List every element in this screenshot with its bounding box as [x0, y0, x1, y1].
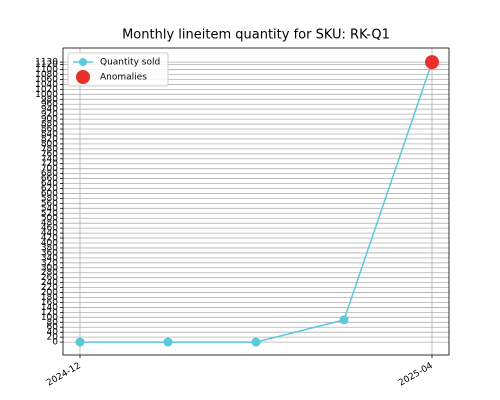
y-tick-label: 580 — [41, 194, 58, 204]
y-tick-label: 620 — [41, 184, 58, 194]
y-tick-label: 740 — [41, 154, 58, 164]
y-tick-label: 420 — [41, 234, 58, 244]
y-tick-label: 860 — [41, 125, 58, 135]
y-tick-label: 700 — [41, 164, 58, 174]
plot-frame — [62, 47, 450, 356]
y-tick-label: 1100 — [35, 65, 58, 75]
y-tick-label: 480 — [41, 219, 58, 229]
y-tick-label: 1020 — [35, 85, 58, 95]
y-tick-label: 240 — [41, 278, 58, 288]
y-tick-label: 1040 — [35, 80, 58, 90]
x-tick-label: 2025-04 — [397, 361, 435, 389]
y-tick-label: 1060 — [35, 75, 58, 85]
legend-marker — [76, 70, 90, 84]
legend-marker — [79, 58, 87, 66]
y-tick-label: 840 — [41, 129, 58, 139]
y-tick-label: 880 — [41, 120, 58, 130]
y-tick-label: 120 — [41, 308, 58, 318]
y-tick-label: 900 — [41, 115, 58, 125]
y-tick-label: 60 — [47, 323, 59, 333]
legend-label: Anomalies — [100, 73, 147, 83]
y-tick-label: 0 — [52, 338, 58, 348]
y-tick-label: 140 — [41, 303, 58, 313]
y-tick-label: 40 — [47, 328, 59, 338]
y-tick-label: 380 — [41, 243, 58, 253]
y-tick-label: 1120 — [35, 60, 58, 70]
data-point — [251, 337, 261, 347]
y-tick-label: 100 — [41, 313, 58, 323]
y-tick-label: 160 — [41, 298, 58, 308]
y-tick-label: 640 — [41, 179, 58, 189]
y-tick-label: 220 — [41, 283, 58, 293]
y-tick-label: 440 — [41, 229, 58, 239]
y-tick-label: 980 — [41, 95, 58, 105]
legend-label: Quantity sold — [100, 58, 160, 68]
y-tick-label: 960 — [41, 100, 58, 110]
y-tick-label: 1080 — [35, 70, 58, 80]
y-tick-label: 940 — [41, 105, 58, 115]
y-tick-label: 20 — [47, 333, 59, 343]
y-tick-label: 500 — [41, 214, 58, 224]
y-tick-label: 260 — [41, 273, 58, 283]
y-tick-label: 600 — [41, 189, 58, 199]
y-tick-label: 280 — [41, 268, 58, 278]
y-tick-label: 1000 — [35, 90, 58, 100]
y-tick-label: 680 — [41, 169, 58, 179]
y-tick-label: 800 — [41, 139, 58, 149]
y-tick-label: 320 — [41, 258, 58, 268]
chart-title: Monthly lineitem quantity for SKU: RK-Q1 — [122, 28, 390, 43]
y-tick-label: 760 — [41, 149, 58, 159]
y-tick-label: 400 — [41, 239, 58, 249]
y-tick-label: 820 — [41, 134, 58, 144]
data-point — [75, 337, 85, 347]
y-tick-label: 540 — [41, 204, 58, 214]
y-tick-label: 460 — [41, 224, 58, 234]
x-tick-label: 2024-12 — [45, 361, 83, 388]
y-tick-label: 300 — [41, 263, 58, 273]
y-tick-label: 360 — [41, 248, 58, 258]
y-tick-label: 180 — [41, 293, 58, 303]
y-tick-label: 200 — [41, 288, 58, 298]
y-tick-label: 920 — [41, 110, 58, 120]
y-tick-label: 520 — [41, 209, 58, 219]
anomaly-point — [425, 55, 439, 70]
y-tick-label: 660 — [41, 174, 58, 184]
data-point — [163, 337, 173, 347]
y-tick-label: 720 — [41, 159, 58, 169]
data-point — [339, 315, 349, 325]
y-tick-label: 1130 — [35, 58, 58, 68]
y-tick-label: 80 — [47, 318, 59, 328]
y-tick-label: 560 — [41, 199, 58, 209]
y-tick-label: 780 — [41, 144, 58, 154]
y-tick-label: 340 — [41, 253, 58, 263]
